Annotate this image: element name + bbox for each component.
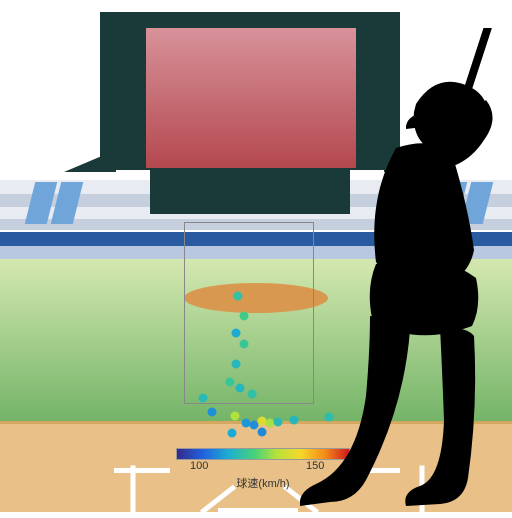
pitch-point: [240, 340, 249, 349]
pitch-point: [231, 412, 240, 421]
pitch-location-chart: 100150 球速(km/h): [0, 0, 512, 512]
pitch-point: [232, 329, 241, 338]
pitch-point: [208, 408, 217, 417]
pitch-point: [228, 429, 237, 438]
pitch-point: [236, 384, 245, 393]
field-line: [218, 508, 298, 513]
field-line: [114, 468, 170, 473]
pitch-point: [226, 378, 235, 387]
pitch-point: [274, 418, 283, 427]
pitch-point: [248, 390, 257, 399]
pitch-point: [234, 292, 243, 301]
field-line: [131, 466, 136, 516]
batter-silhouette: [300, 28, 512, 518]
strike-zone: [184, 222, 314, 404]
pitch-point: [199, 394, 208, 403]
pitch-point: [258, 428, 267, 437]
pitch-point: [290, 416, 299, 425]
pitch-point: [232, 360, 241, 369]
pitch-point: [240, 312, 249, 321]
